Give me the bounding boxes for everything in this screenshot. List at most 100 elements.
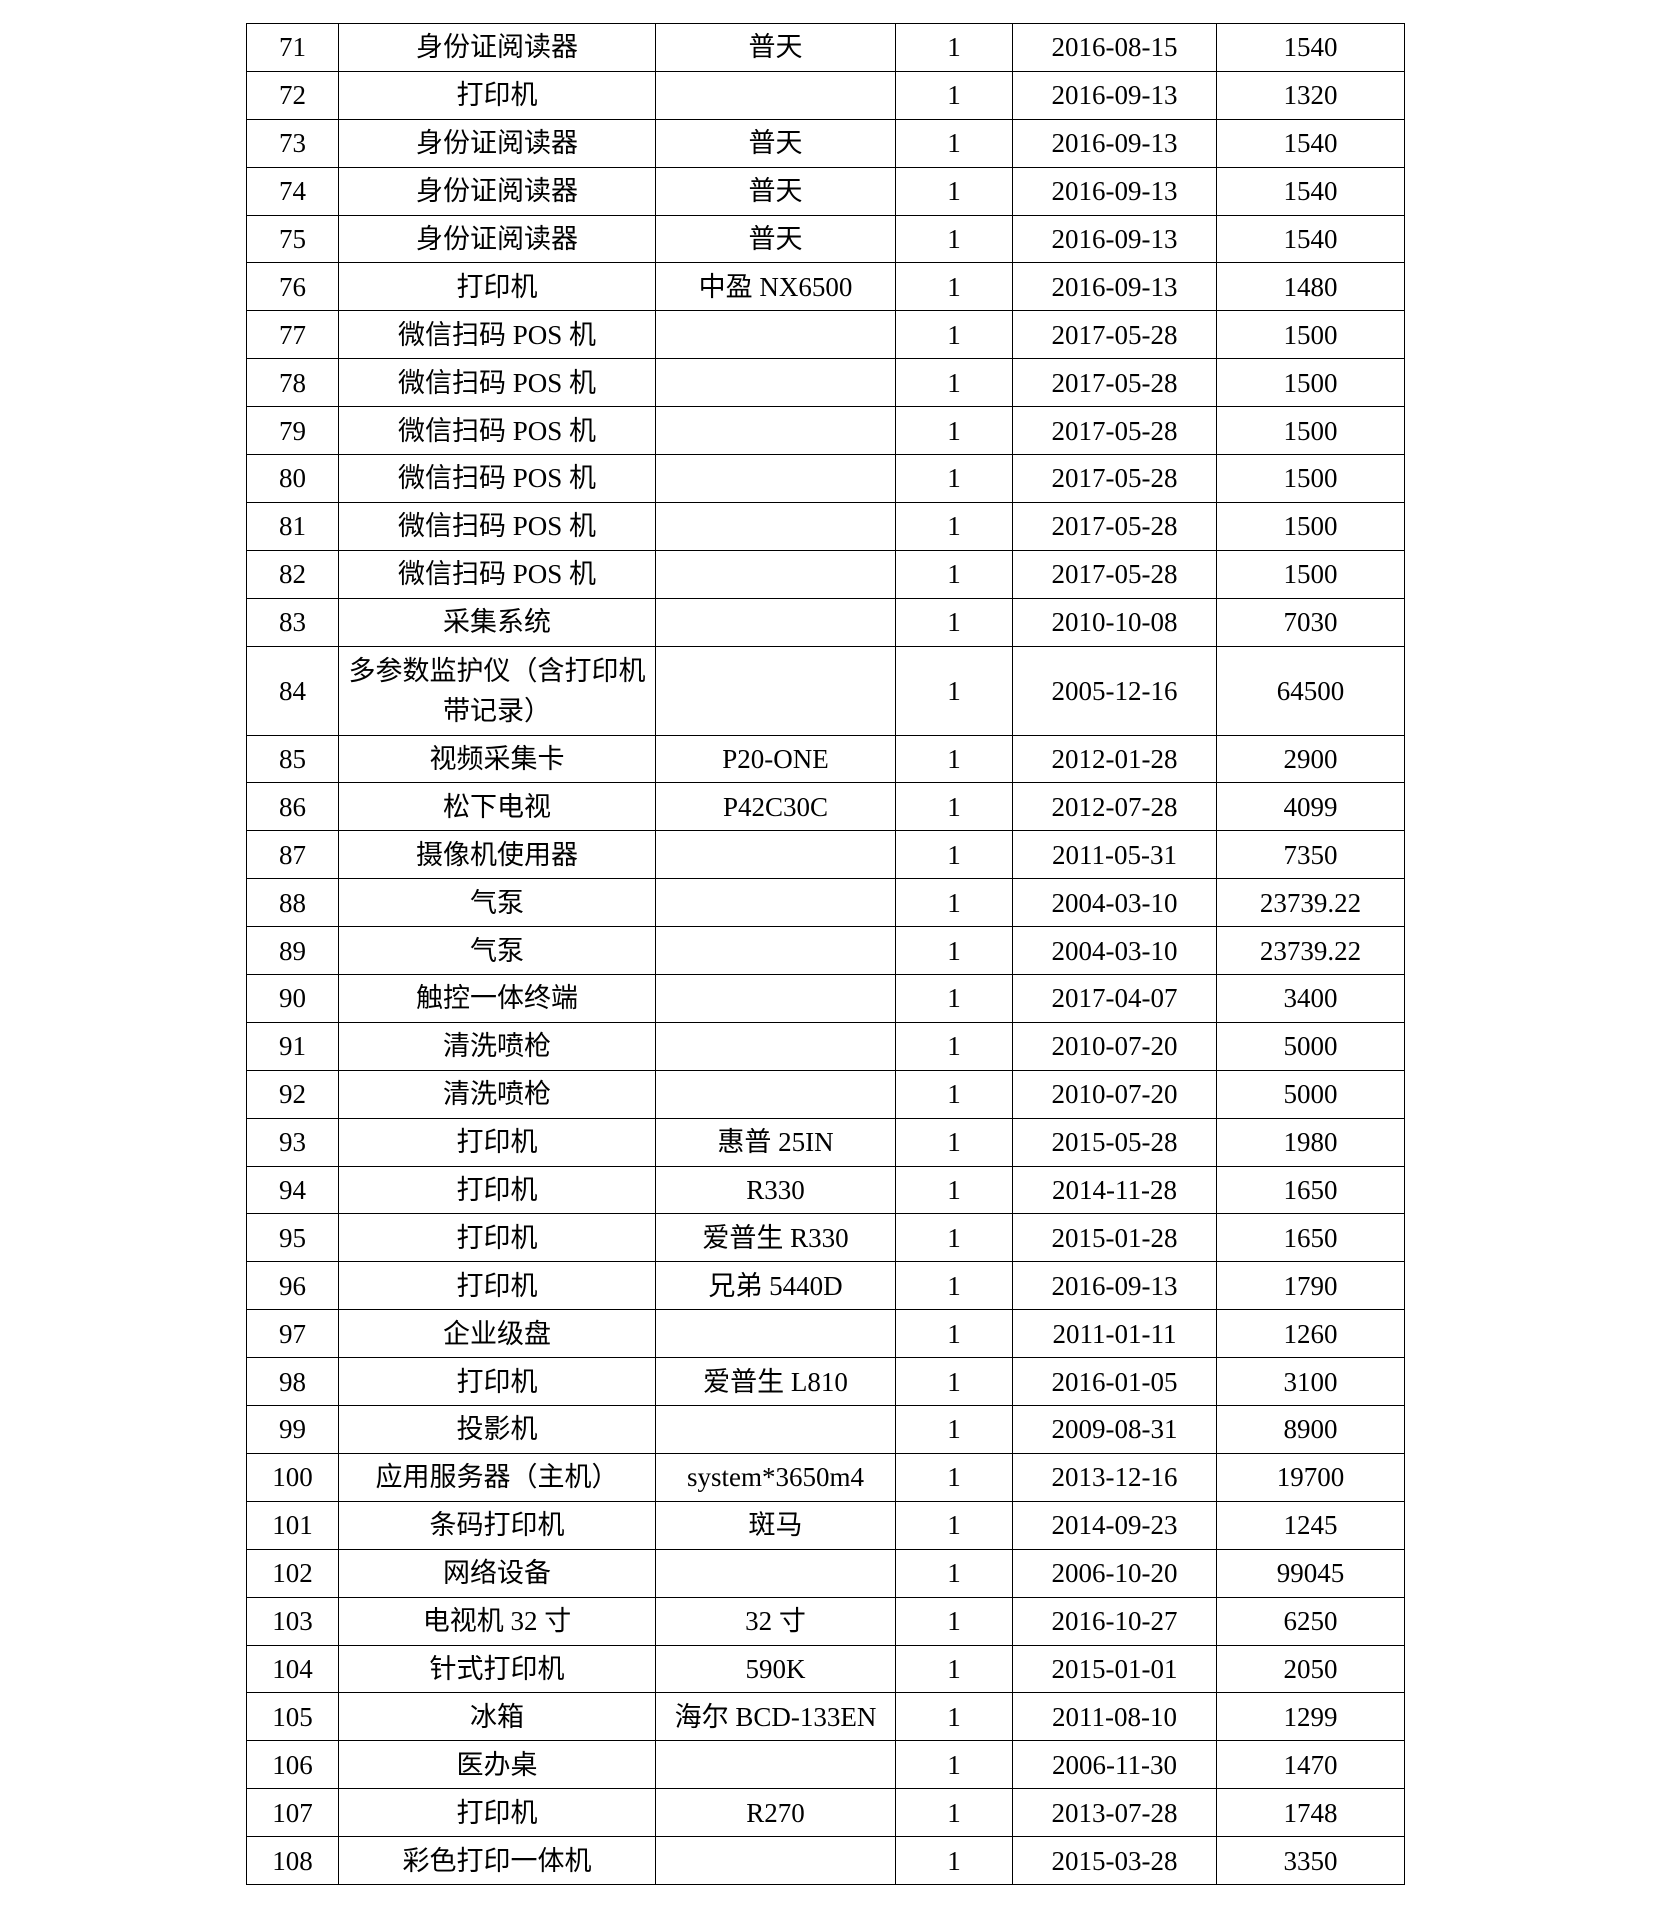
model-cell [655, 1836, 896, 1885]
quantity-cell: 1 [895, 1117, 1013, 1167]
item-name-cell: 冰箱 [338, 1692, 656, 1742]
item-name-cell: 气泵 [338, 926, 656, 976]
table-row: 78 微信扫码 POS 机 1 2017-05-28 1500 [246, 358, 1405, 408]
table-row: 91 清洗喷枪 1 2010-07-20 5000 [246, 1021, 1405, 1071]
table-row: 87 摄像机使用器 1 2011-05-31 7350 [246, 830, 1405, 880]
model-cell: 爱普生 L810 [655, 1357, 896, 1407]
quantity-cell: 1 [895, 1500, 1013, 1550]
purchase-date-cell: 2010-10-08 [1012, 597, 1217, 647]
quantity-cell: 1 [895, 454, 1013, 503]
amount-cell: 1540 [1216, 23, 1405, 72]
purchase-date-cell: 2017-05-28 [1012, 310, 1217, 360]
purchase-date-cell: 2017-05-28 [1012, 501, 1217, 551]
item-name-cell: 微信扫码 POS 机 [338, 501, 656, 551]
item-name-cell: 彩色打印一体机 [338, 1836, 656, 1885]
table-row: 76 打印机 中盈 NX6500 1 2016-09-13 1480 [246, 262, 1405, 312]
quantity-cell: 1 [895, 1069, 1013, 1119]
amount-cell: 1260 [1216, 1309, 1405, 1359]
amount-cell: 1540 [1216, 166, 1405, 216]
model-cell: 海尔 BCD-133EN [655, 1692, 896, 1742]
item-name-cell: 微信扫码 POS 机 [338, 358, 656, 408]
model-cell [655, 1021, 896, 1071]
table-row: 89 气泵 1 2004-03-10 23739.22 [246, 926, 1405, 976]
table-row: 94 打印机 R330 1 2014-11-28 1650 [246, 1165, 1405, 1215]
table-row: 106 医办桌 1 2006-11-30 1470 [246, 1740, 1405, 1790]
purchase-date-cell: 2006-11-30 [1012, 1740, 1217, 1790]
table-row: 83 采集系统 1 2010-10-08 7030 [246, 597, 1405, 647]
model-cell [655, 926, 896, 976]
item-name-cell: 身份证阅读器 [338, 118, 656, 168]
amount-cell: 23739.22 [1216, 878, 1405, 928]
item-name-cell: 针式打印机 [338, 1644, 656, 1694]
model-cell: 惠普 25IN [655, 1117, 896, 1167]
amount-cell: 1790 [1216, 1261, 1405, 1311]
model-cell [655, 974, 896, 1023]
model-cell [655, 549, 896, 599]
purchase-date-cell: 2017-05-28 [1012, 358, 1217, 408]
purchase-date-cell: 2010-07-20 [1012, 1069, 1217, 1119]
table-row: 101 条码打印机 斑马 1 2014-09-23 1245 [246, 1500, 1405, 1550]
amount-cell: 99045 [1216, 1548, 1405, 1598]
item-name-cell: 视频采集卡 [338, 734, 656, 784]
row-number-cell: 82 [246, 549, 339, 599]
quantity-cell: 1 [895, 974, 1013, 1023]
table-row: 77 微信扫码 POS 机 1 2017-05-28 1500 [246, 310, 1405, 360]
row-number-cell: 102 [246, 1548, 339, 1598]
purchase-date-cell: 2016-01-05 [1012, 1357, 1217, 1407]
model-cell [655, 878, 896, 928]
row-number-cell: 85 [246, 734, 339, 784]
quantity-cell: 1 [895, 1644, 1013, 1694]
amount-cell: 19700 [1216, 1452, 1405, 1502]
purchase-date-cell: 2014-09-23 [1012, 1500, 1217, 1550]
amount-cell: 3100 [1216, 1357, 1405, 1407]
model-cell: 32 寸 [655, 1596, 896, 1646]
model-cell: 普天 [655, 166, 896, 216]
table-row: 84 多参数监护仪（含打印机 带记录） 1 2005-12-16 64500 [246, 645, 1405, 736]
quantity-cell: 1 [895, 830, 1013, 880]
amount-cell: 1500 [1216, 454, 1405, 503]
quantity-cell: 1 [895, 1692, 1013, 1742]
row-number-cell: 103 [246, 1596, 339, 1646]
row-number-cell: 77 [246, 310, 339, 360]
row-number-cell: 93 [246, 1117, 339, 1167]
amount-cell: 1980 [1216, 1117, 1405, 1167]
amount-cell: 1500 [1216, 406, 1405, 456]
item-name-cell: 身份证阅读器 [338, 23, 656, 72]
model-cell: R330 [655, 1165, 896, 1215]
item-name-cell: 打印机 [338, 1165, 656, 1215]
table-row: 97 企业级盘 1 2011-01-11 1260 [246, 1309, 1405, 1359]
item-name-cell: 电视机 32 寸 [338, 1596, 656, 1646]
item-name-cell: 网络设备 [338, 1548, 656, 1598]
model-cell: 普天 [655, 118, 896, 168]
amount-cell: 5000 [1216, 1021, 1405, 1071]
table-row: 98 打印机 爱普生 L810 1 2016-01-05 3100 [246, 1357, 1405, 1407]
table-row: 86 松下电视 P42C30C 1 2012-07-28 4099 [246, 782, 1405, 832]
model-cell [655, 830, 896, 880]
row-number-cell: 89 [246, 926, 339, 976]
amount-cell: 1650 [1216, 1213, 1405, 1263]
model-cell [655, 310, 896, 360]
quantity-cell: 1 [895, 70, 1013, 120]
purchase-date-cell: 2016-08-15 [1012, 23, 1217, 72]
model-cell: 斑马 [655, 1500, 896, 1550]
quantity-cell: 1 [895, 1021, 1013, 1071]
model-cell [655, 1548, 896, 1598]
table-row: 72 打印机 1 2016-09-13 1320 [246, 70, 1405, 120]
quantity-cell: 1 [895, 645, 1013, 736]
row-number-cell: 81 [246, 501, 339, 551]
row-number-cell: 98 [246, 1357, 339, 1407]
quantity-cell: 1 [895, 1548, 1013, 1598]
row-number-cell: 107 [246, 1788, 339, 1838]
quantity-cell: 1 [895, 1357, 1013, 1407]
row-number-cell: 100 [246, 1452, 339, 1502]
model-cell: 中盈 NX6500 [655, 262, 896, 312]
table-row: 71 身份证阅读器 普天 1 2016-08-15 1540 [246, 23, 1405, 72]
model-cell [655, 1405, 896, 1454]
quantity-cell: 1 [895, 1261, 1013, 1311]
amount-cell: 1245 [1216, 1500, 1405, 1550]
table-row: 80 微信扫码 POS 机 1 2017-05-28 1500 [246, 454, 1405, 503]
model-cell [655, 645, 896, 736]
purchase-date-cell: 2017-05-28 [1012, 454, 1217, 503]
row-number-cell: 84 [246, 645, 339, 736]
amount-cell: 7350 [1216, 830, 1405, 880]
